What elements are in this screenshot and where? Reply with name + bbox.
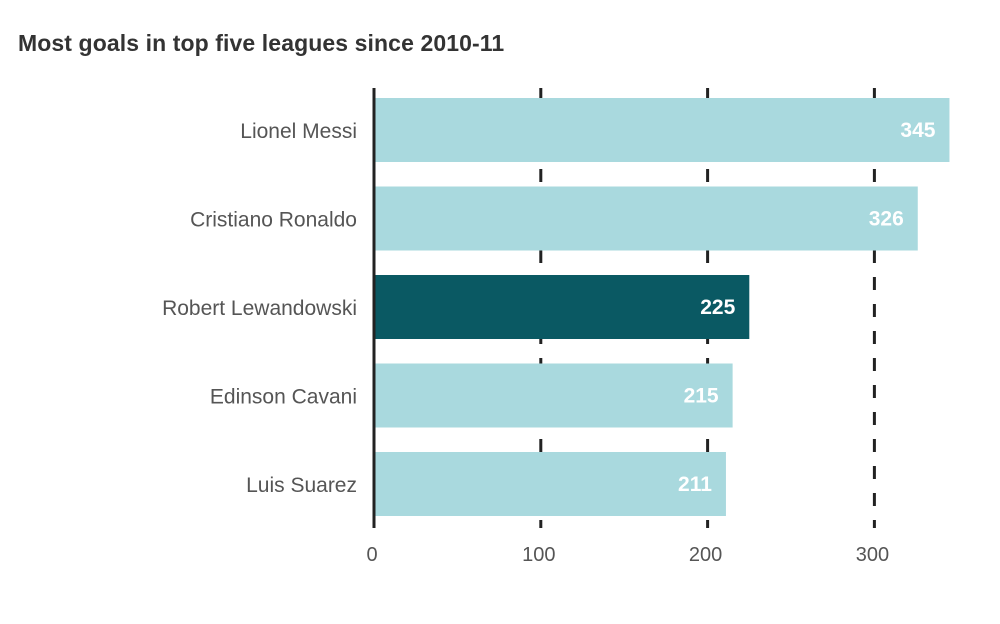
labels: 345 Lionel Messi 326 Cristiano Ronaldo 225 Ro… bbox=[162, 119, 936, 566]
category-label: Lionel Messi bbox=[240, 120, 357, 143]
category-label: Cristiano Ronaldo bbox=[190, 209, 357, 232]
category-label: Edinson Cavani bbox=[210, 386, 357, 409]
bar-edinson-cavani bbox=[374, 363, 733, 428]
value-label: 345 bbox=[900, 119, 935, 142]
bars bbox=[374, 98, 950, 516]
value-label: 211 bbox=[678, 473, 712, 496]
value-label: 215 bbox=[684, 385, 719, 408]
bar-robert-lewandowski bbox=[374, 275, 750, 339]
x-tick-label-100: 100 bbox=[522, 544, 555, 566]
value-label: 326 bbox=[869, 208, 904, 231]
bar-cristiano-ronaldo bbox=[374, 186, 918, 251]
bar-luis-suarez bbox=[374, 452, 726, 516]
value-label: 225 bbox=[700, 296, 735, 319]
category-label: Luis Suarez bbox=[246, 474, 357, 497]
x-tick-label-200: 200 bbox=[689, 544, 722, 566]
bar-lionel-messi bbox=[374, 98, 950, 162]
category-label: Robert Lewandowski bbox=[162, 297, 357, 320]
x-tick-label-0: 0 bbox=[366, 544, 377, 566]
chart-title: Most goals in top five leagues since 201… bbox=[18, 30, 505, 56]
x-tick-label-300: 300 bbox=[856, 544, 889, 566]
